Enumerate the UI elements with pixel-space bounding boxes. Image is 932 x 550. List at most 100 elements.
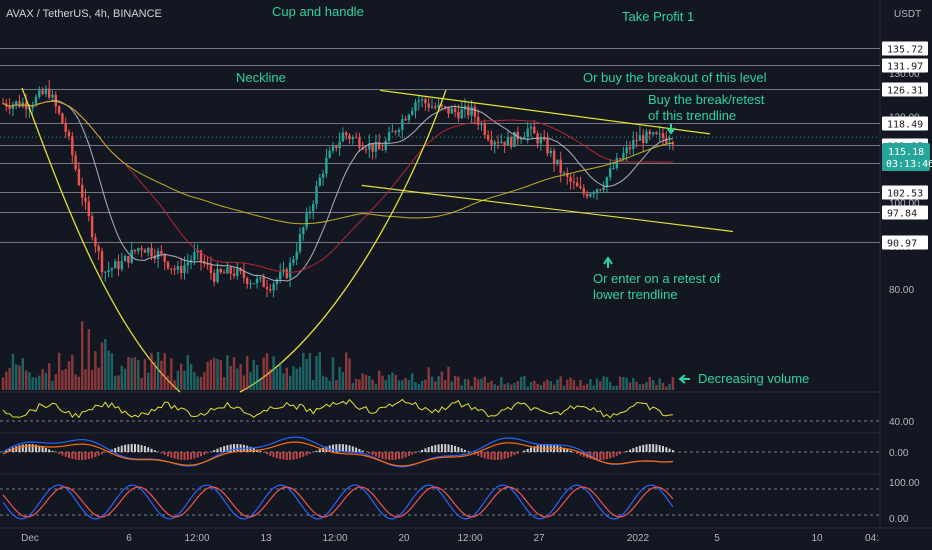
macd-hist [533,446,536,452]
candle-body [117,261,120,270]
macd-hist [275,452,278,459]
level-label-box [882,58,928,73]
volume-bar [444,379,447,390]
candle-body [81,184,84,198]
volume-bar [473,376,477,390]
macd-hist [417,451,420,452]
volume-bar [642,384,645,390]
macd-hist [246,445,249,452]
level-label: 118.49 [887,120,923,131]
candle-body [180,266,183,274]
macd-hist [407,452,410,457]
macd-hist [285,452,288,460]
candle-body [153,256,156,259]
volume-bar [391,372,394,390]
volume-bar [348,358,351,390]
macd-hist [44,447,47,452]
volume-bar [381,375,384,390]
candle-body [615,158,618,168]
candle-body [196,250,199,253]
candle-body [430,106,434,108]
volume-bar [156,351,160,390]
candle-body [661,133,665,139]
macd-hist [173,452,176,459]
candle-body [384,141,387,150]
volume-bar [321,375,325,390]
trendline [361,184,734,233]
macd-hist [424,448,427,452]
volume-bar [599,381,602,390]
macd-hist [193,452,196,459]
volume-bar [592,385,595,390]
candle-body [394,131,397,133]
macd-hist [282,452,285,460]
time-tick: 6 [126,533,132,544]
volume-bar [275,368,279,390]
volume-bar [209,359,213,390]
candle-body [338,141,341,149]
macd-hist [203,452,206,455]
candle-body [239,268,242,272]
volume-bar [229,365,232,390]
candle-body [249,283,252,285]
current-price-value: 115.18 [888,147,924,158]
candle-body [348,135,351,139]
candle-body [513,131,516,147]
volume-bar [1,377,5,390]
candle-body [213,272,216,282]
volume-bar [318,351,321,390]
level-label-box [882,235,928,250]
macd-tick: 0.00 [889,448,909,459]
macd-line [2,436,673,468]
volume-bar [546,379,549,390]
macd-hist [64,452,67,457]
macd-hist [579,452,582,456]
volume-bar [94,351,97,390]
volume-bar [364,374,368,390]
macd-hist [615,452,618,456]
volume-bar [48,363,51,390]
volume-bar [133,357,137,390]
candle-body [460,109,463,119]
volume-bar [137,360,140,390]
candle-body [427,103,430,108]
candle-body [424,99,427,104]
candle-body [232,273,236,276]
candle-body [67,131,71,137]
macd-hist [431,445,433,452]
currency-label: USDT [894,9,921,20]
macd-hist [596,452,598,460]
stoch-d [2,486,674,518]
candle-body [335,145,338,149]
volume-bar [480,378,483,390]
time-tick: 20 [398,533,410,544]
volume-bar [463,378,467,390]
candle-body [480,123,483,125]
price-tick: 100.00 [889,199,920,210]
macd-hist [196,452,199,458]
volume-bar [430,376,434,390]
macd-hist [163,452,166,455]
volume-bar [180,363,183,390]
macd-hist [592,452,595,460]
macd-hist [236,444,239,452]
macd-hist [35,444,37,452]
volume-bar [282,373,285,390]
macd-hist [305,452,308,456]
macd-hist [480,452,483,458]
macd-hist [48,449,51,452]
macd-hist [266,452,268,455]
volume-bar [97,367,100,390]
macd-hist [381,452,384,459]
macd-hist [272,452,275,458]
candle-body [566,172,569,177]
volume-bar [615,385,618,390]
volume-bar [368,375,371,390]
candle-body [582,188,585,194]
macd-hist [51,450,54,452]
candle-body [437,104,440,108]
volume-bar [232,357,236,390]
candle-body [539,138,543,144]
candle-body [642,135,645,144]
